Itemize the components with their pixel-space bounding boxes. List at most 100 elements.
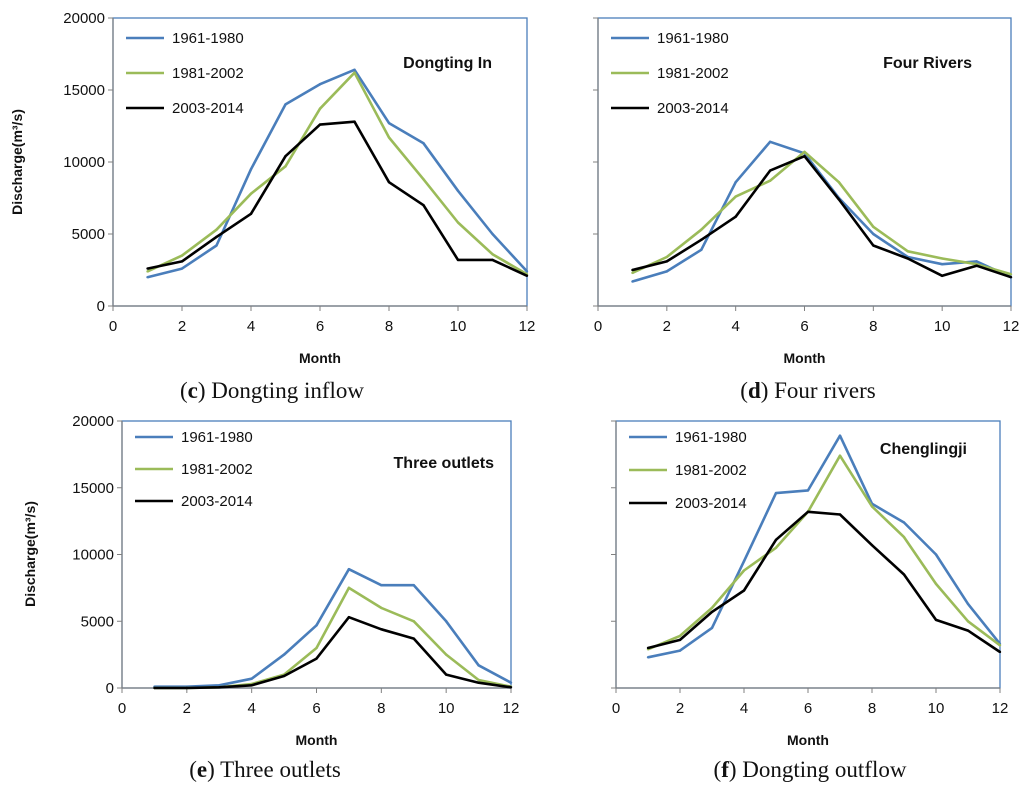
panel-title: Four Rivers	[883, 55, 972, 72]
data-point	[412, 584, 415, 587]
data-point	[837, 180, 841, 184]
chart-panel-c: 0 2 4 6 8 10 12 0 5000 10000 15000 20000 Month Discha…	[9, 10, 535, 403]
data-point	[412, 620, 415, 623]
data-point	[318, 107, 322, 110]
data-point	[347, 567, 351, 571]
data-point	[742, 589, 746, 592]
data-point	[872, 232, 875, 236]
data-point	[444, 620, 448, 623]
data-point	[872, 244, 875, 247]
panel-title: Dongting In	[403, 55, 492, 72]
data-point	[806, 510, 810, 513]
data-point	[700, 248, 703, 252]
data-point	[1009, 273, 1013, 276]
x-tick-label: 0	[594, 318, 602, 335]
panel-caption: (e) Three outlets	[189, 757, 341, 782]
data-point	[249, 168, 253, 171]
data-point	[774, 546, 778, 550]
data-point	[412, 637, 415, 640]
data-point	[742, 569, 746, 572]
data-point	[284, 155, 287, 158]
data-point	[444, 673, 448, 676]
data-point	[249, 192, 253, 195]
data-point	[456, 258, 460, 262]
x-tick-label: 8	[385, 318, 393, 335]
series-line-2003-2014	[647, 510, 1001, 654]
x-tick-label: 10	[438, 700, 455, 717]
data-point	[665, 270, 669, 273]
data-point	[387, 121, 391, 125]
data-point	[902, 535, 906, 539]
y-tick-label: 5000	[72, 226, 105, 243]
series-line-1961-1980	[147, 68, 528, 279]
plot-frame	[615, 420, 1001, 689]
data-point	[215, 228, 218, 231]
data-point	[902, 573, 906, 576]
data-point	[218, 684, 221, 687]
data-point	[966, 620, 970, 623]
chart-panel-e: 0 2 4 6 8 10 12 0 5000 10000 15000 20000 Month Discha…	[22, 413, 519, 782]
data-point	[180, 260, 184, 263]
series-line-1961-1980	[154, 567, 512, 689]
x-tick-label: 0	[118, 700, 126, 717]
x-tick-label: 2	[663, 318, 671, 335]
data-point	[870, 543, 874, 547]
data-point	[700, 238, 703, 241]
data-point	[249, 212, 253, 216]
x-axis-title: Month	[784, 350, 826, 366]
x-tick-label: 10	[934, 318, 951, 335]
y-tick-label: 15000	[63, 82, 105, 99]
data-point	[284, 165, 287, 168]
data-point	[678, 649, 682, 652]
series-line-1961-1980	[632, 140, 1012, 283]
data-point	[710, 626, 714, 630]
legend-label: 1981-2002	[181, 461, 253, 478]
x-tick-label: 6	[804, 700, 812, 717]
data-point	[700, 228, 703, 231]
y-tick-label: 20000	[72, 413, 114, 430]
data-point	[710, 610, 714, 614]
data-point	[282, 674, 286, 678]
x-axis-title: Month	[787, 732, 829, 748]
x-tick-label: 4	[740, 700, 748, 717]
x-tick-label: 8	[868, 700, 876, 717]
legend-label: 1981-2002	[675, 462, 747, 479]
data-point	[975, 260, 978, 263]
data-point	[146, 267, 149, 270]
legend-label: 1961-1980	[172, 30, 244, 47]
x-tick-label: 0	[109, 318, 117, 335]
series-line-1981-2002	[146, 71, 528, 276]
data-point	[734, 215, 737, 218]
data-point	[940, 263, 944, 266]
data-point	[218, 686, 221, 689]
data-point	[803, 150, 806, 154]
data-point	[806, 489, 810, 492]
x-tick-label: 4	[731, 318, 739, 335]
legend-label: 1961-1980	[657, 30, 729, 47]
data-point	[768, 179, 772, 182]
series-line-1981-2002	[631, 150, 1012, 276]
x-axis-title: Month	[299, 350, 341, 366]
data-point	[284, 103, 287, 106]
data-point	[456, 189, 460, 192]
data-point	[631, 280, 634, 283]
data-point	[934, 618, 938, 622]
data-point	[153, 686, 156, 690]
x-tick-label: 12	[1003, 318, 1020, 335]
data-point	[180, 254, 184, 257]
data-point	[803, 155, 806, 158]
x-tick-label: 10	[928, 700, 945, 717]
legend-label: 1961-1980	[181, 429, 253, 446]
data-point	[491, 258, 494, 262]
data-point	[380, 628, 383, 631]
data-point	[902, 521, 906, 524]
data-point	[838, 454, 842, 457]
x-tick-label: 12	[519, 318, 536, 335]
series-line-2003-2014	[632, 154, 1012, 279]
legend-label: 2003-2014	[675, 495, 747, 512]
y-tick-label: 0	[97, 298, 105, 315]
x-tick-label: 2	[178, 318, 186, 335]
y-tick-label: 15000	[72, 480, 114, 497]
data-point	[838, 434, 842, 437]
data-point	[525, 270, 529, 273]
